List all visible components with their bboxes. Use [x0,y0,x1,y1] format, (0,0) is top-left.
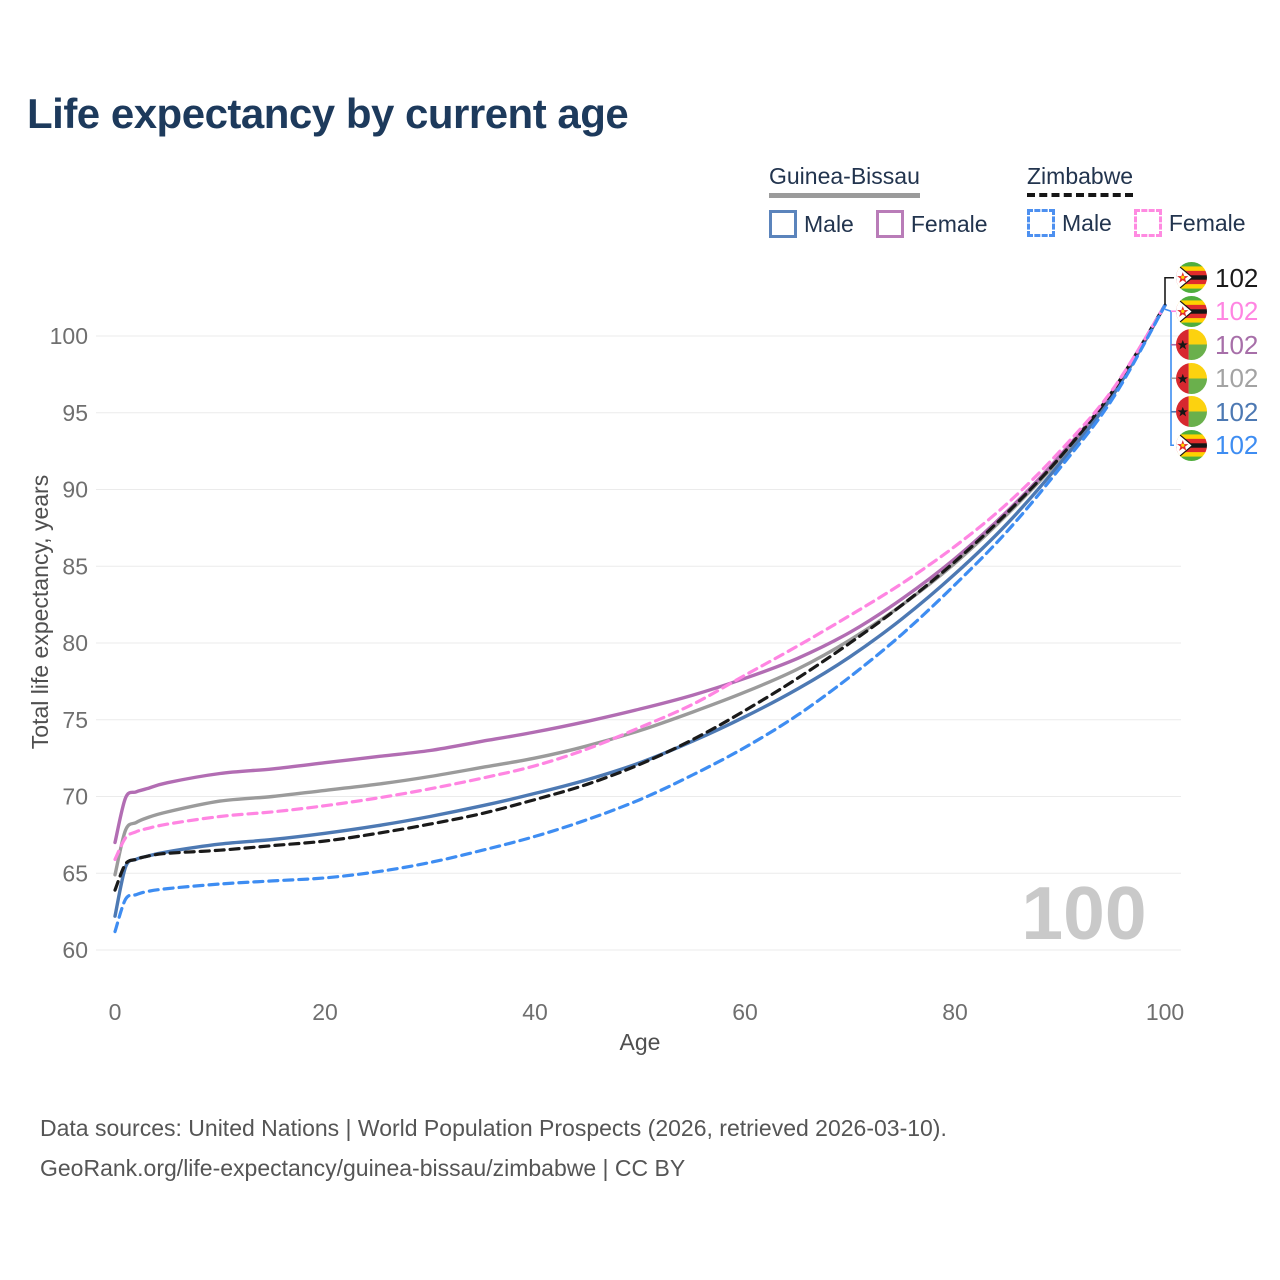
x-tick-label-40: 40 [522,999,548,1025]
guinea-bissau-flag-icon [1176,362,1207,394]
end-value-label: 102 [1215,430,1259,461]
x-tick-label-80: 80 [942,999,968,1025]
guinea-bissau-female-swatch [875,210,904,238]
y-tick-label-70: 70 [62,784,88,810]
end-value-label: 102 [1215,262,1259,293]
series-line-zimbabwe-total[interactable] [113,303,1167,892]
x-tick-label-100: 100 [1146,999,1184,1025]
legend-item-guinea-bissau-female[interactable]: Female [875,210,988,238]
hover-age-indicator: 100 [1021,871,1147,955]
end-value-label: 102 [1215,396,1259,427]
footer: Data sources: United Nations | World Pop… [40,1108,947,1188]
end-label-row-guinea-bissau-4: 102 [1176,395,1258,429]
end-value-label: 102 [1215,363,1259,394]
x-tick-label-0: 0 [109,999,122,1025]
zimbabwe-female-swatch [1133,209,1162,237]
legend-item-zimbabwe-female[interactable]: Female [1133,209,1246,237]
y-tick-label-85: 85 [62,553,88,579]
legend-country-guinea-bissau[interactable]: Guinea-Bissau [769,163,920,198]
legend-country-zimbabwe[interactable]: Zimbabwe [1027,163,1134,197]
guinea-bissau-flag-icon [1176,329,1207,361]
guinea-bissau-male-swatch [769,210,797,238]
end-label-row-zimbabwe-0: 102 [1176,261,1258,295]
zimbabwe-flag-icon [1176,295,1207,327]
page-title: Life expectancy by current age [27,90,629,137]
end-label-row-zimbabwe-5: 102 [1176,429,1258,463]
y-axis-title: Total life expectancy, years [27,475,53,749]
zimbabwe-male-swatch [1027,209,1055,237]
end-value-label: 102 [1215,296,1259,327]
y-tick-label-80: 80 [62,630,88,656]
y-tick-label-90: 90 [62,477,88,503]
y-tick-label-65: 65 [62,860,88,886]
leader-line-bracket [1164,308,1174,447]
leader-line-top [1164,276,1174,306]
end-label-row-guinea-bissau-3: 102 [1176,362,1258,396]
y-tick-label-75: 75 [62,707,88,733]
y-tick-label-60: 60 [62,937,88,963]
zimbabwe-flag-icon [1176,262,1207,294]
guinea-bissau-flag-icon [1176,396,1207,428]
y-tick-label-95: 95 [62,400,88,426]
end-value-label: 102 [1215,329,1259,360]
series-line-zimbabwe-male[interactable] [113,303,1167,934]
series-line-guinea-bissau-male[interactable] [113,303,1167,918]
legend-group-guinea-bissau: Guinea-Bissau Male Female [769,163,988,238]
footer-attribution: GeoRank.org/life-expectancy/guinea-bissa… [40,1155,686,1182]
series-end-labels: 102 102 102 102 [1176,261,1258,462]
x-tick-label-20: 20 [312,999,338,1025]
x-tick-label-60: 60 [732,999,758,1025]
end-label-row-zimbabwe-1: 102 [1176,295,1258,329]
y-tick-label-100: 100 [50,323,88,349]
footer-data-sources: Data sources: United Nations | World Pop… [40,1115,947,1141]
legend-group-zimbabwe: Zimbabwe Male Female [1027,163,1246,237]
legend-item-zimbabwe-male[interactable]: Male [1027,209,1112,237]
zimbabwe-flag-icon [1176,429,1207,461]
series-line-guinea-bissau-total[interactable] [113,303,1167,877]
end-label-row-guinea-bissau-2: 102 [1176,328,1258,362]
series-line-zimbabwe-female[interactable] [113,303,1167,861]
x-axis-title: Age [620,1029,661,1055]
legend-item-guinea-bissau-male[interactable]: Male [769,210,854,238]
